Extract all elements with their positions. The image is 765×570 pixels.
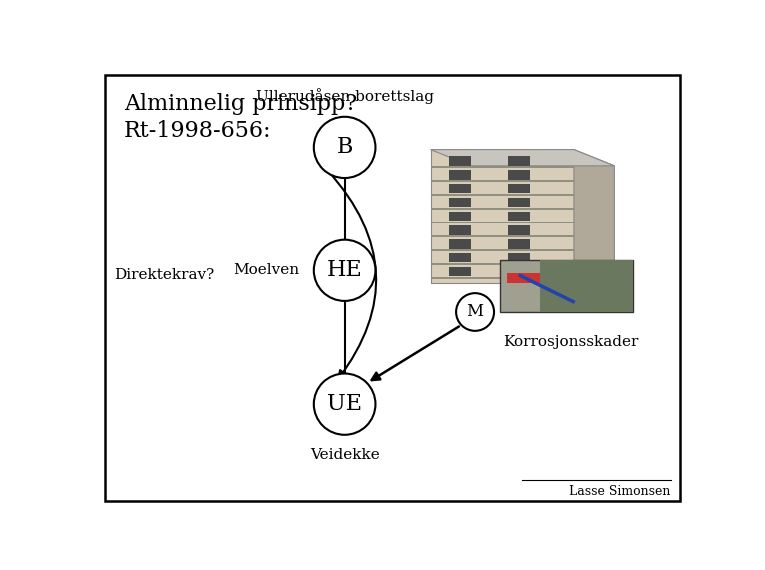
Bar — [431, 180, 574, 182]
Text: Alminnelig prinsipp?
Rt-1998-656:: Alminnelig prinsipp? Rt-1998-656: — [124, 92, 357, 141]
Bar — [449, 239, 471, 249]
Bar — [449, 156, 471, 166]
Bar — [508, 239, 530, 249]
Bar — [540, 260, 633, 312]
FancyArrowPatch shape — [372, 327, 459, 380]
Bar — [431, 149, 574, 283]
Polygon shape — [431, 149, 614, 166]
Bar — [508, 184, 530, 193]
Bar — [431, 277, 574, 279]
Ellipse shape — [314, 239, 376, 301]
Bar — [508, 253, 530, 262]
Bar — [449, 253, 471, 262]
Bar — [508, 267, 530, 276]
Bar — [431, 235, 574, 237]
Text: Moelven: Moelven — [233, 263, 299, 277]
Bar — [449, 267, 471, 276]
Bar — [507, 273, 540, 283]
Bar — [449, 198, 471, 207]
Bar — [508, 211, 530, 221]
Text: M: M — [467, 303, 483, 320]
Polygon shape — [574, 149, 614, 299]
Bar — [449, 225, 471, 235]
Text: Ullerudåsen borettslag: Ullerudåsen borettslag — [256, 88, 434, 104]
FancyArrowPatch shape — [328, 171, 376, 378]
Text: UE: UE — [327, 393, 362, 415]
Text: B: B — [337, 136, 353, 158]
Bar — [431, 166, 574, 168]
Bar — [508, 225, 530, 235]
Bar — [431, 194, 574, 196]
Bar — [449, 211, 471, 221]
Bar — [500, 260, 633, 312]
Bar — [431, 263, 574, 265]
Text: Lasse Simonsen: Lasse Simonsen — [569, 486, 671, 498]
Ellipse shape — [314, 117, 376, 178]
Bar — [449, 184, 471, 193]
Text: Korrosjonsskader: Korrosjonsskader — [503, 335, 638, 349]
Bar — [431, 207, 574, 210]
Ellipse shape — [314, 373, 376, 435]
Bar — [508, 156, 530, 166]
Bar — [449, 170, 471, 180]
Text: HE: HE — [327, 259, 363, 281]
Ellipse shape — [456, 293, 494, 331]
Bar — [431, 249, 574, 251]
Bar — [508, 198, 530, 207]
Bar — [508, 170, 530, 180]
Text: Veidekke: Veidekke — [310, 448, 379, 462]
Bar — [431, 222, 574, 223]
Text: Direktekrav?: Direktekrav? — [114, 268, 214, 282]
